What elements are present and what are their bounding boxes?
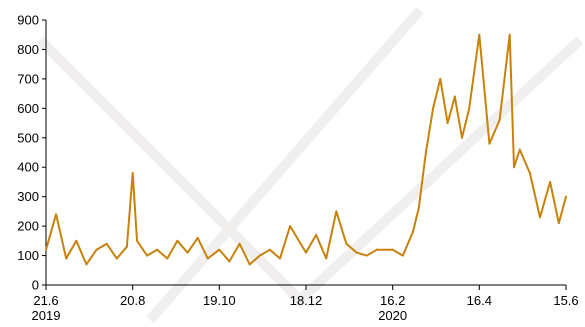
data-point bbox=[45, 248, 47, 251]
data-point bbox=[115, 257, 118, 260]
y-tick-label: 900 bbox=[17, 13, 39, 28]
data-point bbox=[446, 122, 449, 125]
data-point bbox=[461, 136, 463, 139]
data-point bbox=[488, 142, 491, 145]
y-tick-label: 200 bbox=[17, 219, 39, 234]
data-point bbox=[565, 195, 567, 198]
data-point bbox=[186, 251, 189, 254]
y-tick-label: 400 bbox=[17, 160, 39, 175]
series-group bbox=[45, 33, 567, 266]
x-tick-label: 18.12 bbox=[290, 293, 323, 308]
data-point bbox=[305, 251, 307, 254]
watermark-pattern bbox=[36, 6, 584, 324]
x-year-label: 2020 bbox=[378, 308, 407, 323]
y-axis: 0 100 200 300 400 500 600 700 800 900 bbox=[17, 13, 47, 293]
data-point bbox=[539, 216, 541, 219]
data-point bbox=[289, 225, 292, 228]
x-tick-label: 21.6 bbox=[33, 293, 58, 308]
data-point bbox=[417, 207, 420, 210]
data-point bbox=[258, 254, 261, 257]
data-point bbox=[355, 251, 358, 254]
data-point bbox=[95, 248, 98, 251]
data-point bbox=[325, 257, 328, 260]
data-point bbox=[85, 263, 88, 266]
data-point bbox=[478, 33, 481, 36]
data-point bbox=[105, 242, 108, 245]
data-point bbox=[401, 254, 404, 257]
x-tick-label: 16.2 bbox=[380, 293, 405, 308]
data-point bbox=[166, 257, 169, 260]
x-tick-label: 19.10 bbox=[203, 293, 236, 308]
data-point bbox=[432, 107, 435, 110]
x-year-label: 2019 bbox=[32, 308, 61, 323]
y-tick-label: 300 bbox=[17, 189, 39, 204]
series-line bbox=[45, 33, 567, 266]
y-tick-label: 500 bbox=[17, 130, 39, 145]
data-point bbox=[528, 172, 531, 175]
y-tick-label: 800 bbox=[17, 42, 39, 57]
data-point bbox=[125, 245, 128, 248]
data-point bbox=[55, 213, 58, 216]
y-tick-label: 700 bbox=[17, 71, 39, 86]
data-point bbox=[513, 166, 515, 169]
data-point bbox=[508, 33, 511, 36]
data-point bbox=[196, 236, 199, 239]
data-point bbox=[365, 254, 368, 257]
data-point bbox=[315, 233, 318, 236]
data-point bbox=[218, 248, 221, 251]
y-tick-label: 600 bbox=[17, 101, 39, 116]
data-point bbox=[549, 180, 552, 183]
data-point bbox=[345, 242, 348, 245]
y-tick-label: 100 bbox=[17, 248, 39, 263]
x-tick-label: 15.6 bbox=[553, 293, 578, 308]
data-point bbox=[439, 77, 442, 80]
data-point bbox=[248, 263, 251, 266]
data-point bbox=[335, 210, 338, 213]
data-point bbox=[146, 254, 149, 257]
y-tick-label: 0 bbox=[32, 278, 39, 293]
data-point bbox=[131, 172, 134, 175]
data-point bbox=[557, 222, 560, 225]
data-point bbox=[391, 248, 394, 251]
data-point bbox=[75, 239, 78, 242]
x-tick-label: 16.4 bbox=[467, 293, 492, 308]
data-point bbox=[238, 242, 241, 245]
data-point bbox=[268, 248, 271, 251]
data-point bbox=[176, 239, 179, 242]
x-tick-label: 20.8 bbox=[120, 293, 145, 308]
data-point bbox=[65, 257, 68, 260]
data-point bbox=[375, 248, 378, 251]
data-point bbox=[228, 260, 231, 263]
data-point bbox=[498, 119, 501, 122]
data-point bbox=[424, 151, 427, 154]
data-point bbox=[279, 257, 281, 260]
data-point bbox=[206, 257, 209, 260]
data-point bbox=[411, 231, 414, 233]
data-point bbox=[453, 95, 456, 98]
data-point bbox=[468, 107, 471, 110]
data-point bbox=[518, 148, 521, 151]
data-point bbox=[156, 248, 159, 251]
data-point bbox=[136, 239, 138, 242]
